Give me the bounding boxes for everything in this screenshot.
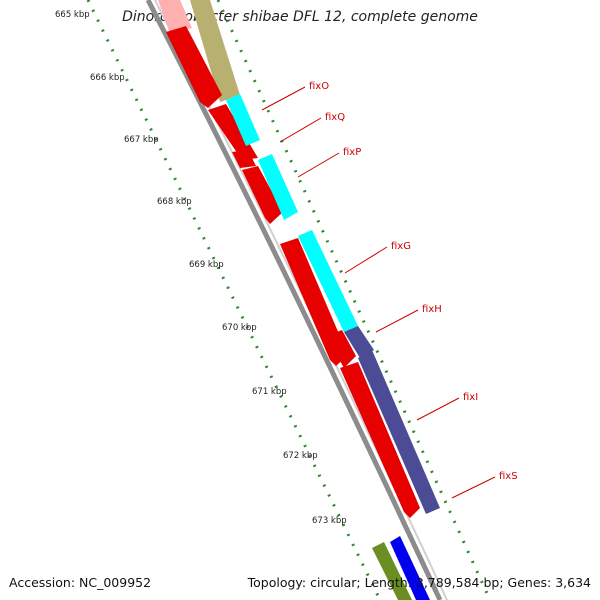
gene-label-fixS[interactable]: fixS	[499, 471, 518, 482]
gene-label-leader	[297, 152, 340, 178]
gene-labels: fixO fixQ fixP fixG fixH fixI fixS	[261, 81, 518, 499]
gene-label-leader	[344, 246, 388, 274]
gene-red-1[interactable]	[166, 26, 222, 108]
tick-label: 669 kbp	[189, 260, 224, 270]
tick-label: 673 kbp	[312, 516, 347, 526]
gene-navy-2[interactable]	[358, 350, 440, 514]
gene-label-fixH[interactable]: fixH	[422, 304, 442, 315]
genome-summary: Topology: circular; Length: 3,789,584 bp…	[247, 575, 591, 590]
gene-label-fixI[interactable]: fixI	[463, 392, 478, 403]
gene-red-5[interactable]	[280, 238, 348, 366]
gene-olive[interactable]	[190, 0, 240, 102]
gene-label-fixQ[interactable]: fixQ	[325, 112, 345, 123]
gene-label-leader	[375, 309, 419, 333]
gene-red-2[interactable]	[208, 104, 258, 160]
tick-labels: 665 kbp 666 kbp 667 kbp 668 kbp 669 kbp 670 k…	[55, 10, 347, 526]
gene-cyan-2[interactable]	[258, 154, 298, 220]
gene-red-4[interactable]	[242, 166, 283, 224]
gene-label-fixP[interactable]: fixP	[343, 147, 361, 158]
tick-label: 671 kbp	[252, 387, 287, 397]
gene-green-bottom[interactable]	[372, 542, 412, 600]
gene-label-fixG[interactable]: fixG	[391, 241, 411, 252]
accession-text: Accession: NC_009952	[9, 575, 152, 590]
scale-track-left	[86, 0, 382, 600]
tick-label: 667 kbp	[124, 135, 159, 145]
gene-navy-1[interactable]	[344, 326, 374, 358]
gene-red-6[interactable]	[326, 330, 356, 368]
gene-blue-bottom[interactable]	[390, 536, 430, 600]
gene-label-leader	[416, 397, 460, 421]
gene-label-leader	[279, 117, 322, 143]
gene-label-leader	[261, 86, 306, 111]
gene-cyan-3[interactable]	[298, 230, 358, 332]
gene-label-fixO[interactable]: fixO	[309, 81, 329, 92]
gene-pink-top	[158, 0, 192, 34]
tick-label: 668 kbp	[157, 197, 192, 207]
tick-label: 665 kbp	[55, 10, 90, 20]
gene-label-leader	[451, 476, 496, 499]
tick-label: 670 kbp	[222, 323, 257, 333]
backbone-outer	[145, 0, 443, 600]
tick-label: 666 kbp	[90, 73, 125, 83]
gene-red-3[interactable]	[232, 150, 256, 168]
gene-cyan-1[interactable]	[226, 94, 260, 146]
gene-red-7[interactable]	[340, 362, 420, 518]
scale-track-right	[216, 0, 492, 600]
tick-label: 672 kbp	[283, 451, 318, 461]
